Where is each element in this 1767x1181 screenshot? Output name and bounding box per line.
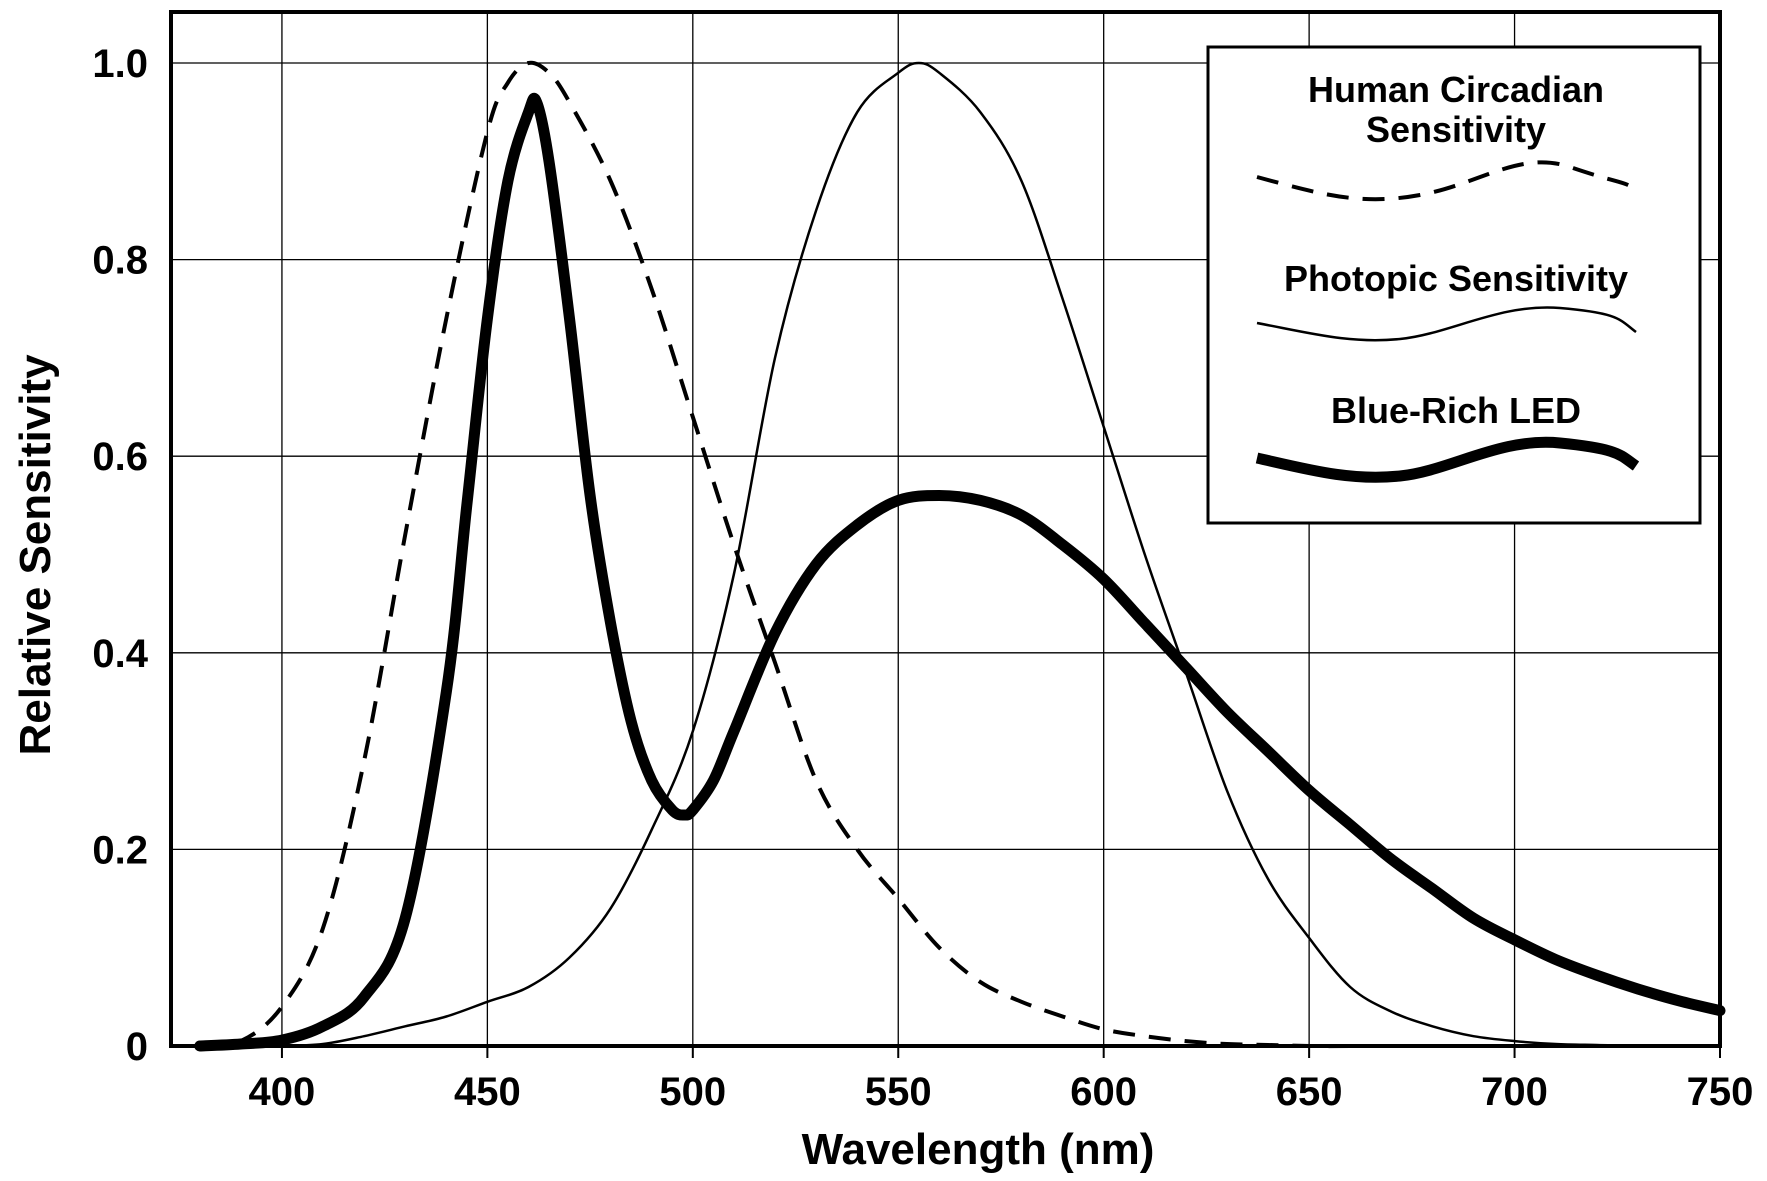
legend-label-led: Blue-Rich LED [1331,390,1581,431]
x-tick-label: 650 [1276,1070,1343,1114]
legend-label-circadian-line1: Human Circadian [1308,69,1604,110]
x-tick-label: 400 [249,1070,316,1114]
series-photopic-line [240,61,1720,1048]
series-circadian-line [199,60,1515,1049]
series-layer [194,60,1726,1052]
x-tick-label: 500 [659,1070,726,1114]
legend-label-photopic: Photopic Sensitivity [1284,258,1628,299]
x-tick-label: 750 [1687,1070,1754,1114]
legend-swatch-led [1255,436,1640,483]
x-tick-label: 550 [865,1070,932,1114]
x-tick-label: 600 [1070,1070,1137,1114]
x-tick-label: 450 [454,1070,521,1114]
x-axis-label: Wavelength (nm) [802,1125,1155,1174]
y-axis-label: Relative Sensitivity [11,354,60,756]
y-tick-label: 1.0 [92,42,148,86]
y-tick-label: 0.4 [92,632,148,676]
y-tick-label: 0.2 [92,828,148,872]
legend-swatch-photopic [1256,306,1637,342]
legend-box [1206,45,1702,525]
legend-label-circadian-line2: Sensitivity [1366,109,1546,150]
x-tick-label: 700 [1481,1070,1548,1114]
y-tick-label: 0.6 [92,435,148,479]
legend: Human Circadian Sensitivity Photopic Sen… [1206,45,1702,525]
plot-frame [169,10,1722,1048]
y-tick-label: 0.8 [92,239,148,283]
y-tick-label: 0 [126,1025,148,1069]
legend-swatch-circadian [1256,160,1637,202]
tick-labels: 400 450 500 550 600 650 700 750 0 0.2 0.4 0.6 0.8 1.0 [92,42,1753,1114]
series-led-line [194,92,1726,1052]
